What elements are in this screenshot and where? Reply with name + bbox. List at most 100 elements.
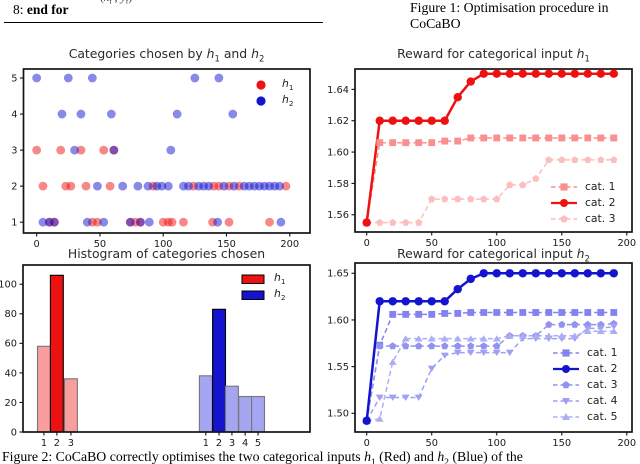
- series-cat-1-marker: [558, 134, 566, 142]
- legend-label: cat. 1: [587, 345, 618, 359]
- scatter-point: [81, 181, 91, 191]
- series-cat-1-marker: [532, 134, 540, 142]
- categories-histogram-plot-box: [22, 264, 311, 433]
- series-cat-1-marker: [415, 139, 423, 147]
- legend-label: cat. 3: [587, 377, 618, 391]
- scatter-point: [219, 181, 229, 191]
- scatter-point: [163, 181, 173, 191]
- series-cat-3-marker: [441, 342, 449, 350]
- legend-swatch-icon: [241, 290, 265, 300]
- series-cat-2-marker: [544, 269, 553, 278]
- hist-bar-h1-cat2: [49, 274, 64, 433]
- scatter-point: [144, 217, 154, 227]
- series-cat-5-marker: [466, 335, 475, 342]
- series-cat-4-marker: [479, 349, 488, 356]
- series-cat-5-marker: [453, 335, 462, 342]
- series-cat-2-marker: [440, 297, 449, 306]
- series-cat-2-marker: [375, 297, 384, 306]
- series-cat-3-marker: [389, 342, 397, 350]
- hist-bar-h2-cat5: [251, 395, 266, 433]
- series-cat-5-marker: [388, 358, 397, 365]
- scatter-point: [63, 73, 73, 83]
- hist-bar-h1-cat1: [36, 345, 51, 433]
- series-cat-1-marker: [571, 134, 579, 142]
- series-cat-1-marker: [402, 139, 410, 147]
- hist-bar-h2-cat2: [212, 308, 227, 433]
- series-cat-2-marker: [492, 269, 501, 278]
- hist-bar-h1-cat3: [63, 378, 78, 433]
- scatter-point: [99, 145, 109, 155]
- series-cat-5-marker: [570, 332, 579, 339]
- scatter-point: [93, 217, 102, 227]
- series-cat-2-marker: [518, 269, 527, 278]
- series-cat-1-marker: [493, 309, 501, 316]
- y-tick-label: 1.60: [327, 315, 349, 326]
- legend-label: cat. 5: [587, 409, 618, 423]
- series-cat-1-marker: [480, 134, 488, 142]
- y-tick-label: 1.62: [327, 116, 349, 127]
- x-tick-label: 200: [280, 239, 299, 250]
- x-tick-label: 100: [154, 239, 173, 250]
- series-cat-1-marker: [441, 137, 449, 145]
- series-cat-1-marker: [454, 137, 462, 145]
- series-cat-2-marker: [388, 116, 397, 125]
- series-cat-5-marker: [518, 332, 527, 339]
- x-tick-label: 150: [552, 238, 571, 249]
- legend-item-cat-1: cat. 1: [551, 345, 618, 361]
- series-cat-2-marker: [401, 116, 410, 125]
- legend-label: cat. 2: [587, 361, 618, 375]
- series-cat-3-marker: [454, 195, 462, 203]
- legend-item-h-1: h1: [238, 271, 286, 287]
- reward-h2-plot-box: [354, 262, 633, 433]
- series-cat-3-marker: [389, 218, 397, 226]
- scatter-point: [184, 181, 193, 191]
- y-tick-label: 1.50: [327, 409, 349, 420]
- series-cat-4-marker: [492, 349, 501, 356]
- series-cat-2-marker: [479, 69, 488, 78]
- x-tick-label: 50: [425, 438, 437, 449]
- y-tick-label: 20: [5, 398, 17, 409]
- x-tick-label: 2: [216, 438, 222, 449]
- scatter-point: [275, 181, 285, 191]
- series-cat-1-marker: [428, 310, 436, 318]
- series-cat-2-marker: [596, 269, 605, 278]
- series-cat-3-marker: [415, 342, 423, 350]
- series-cat-3-marker: [454, 342, 462, 350]
- series-cat-5-marker: [596, 327, 605, 334]
- x-tick-label: 0: [364, 438, 370, 449]
- series-cat-1-marker: [545, 134, 553, 142]
- scatter-point: [49, 217, 59, 227]
- series-cat-2-marker: [453, 284, 462, 294]
- series-cat-2-marker: [557, 69, 566, 78]
- series-cat-3-marker: [480, 342, 488, 350]
- hist-bar-h2-cat3: [224, 385, 239, 433]
- scatter-point: [38, 217, 48, 227]
- series-cat-1-marker: [389, 310, 397, 318]
- series-cat-2-marker: [518, 69, 527, 78]
- x-tick-label: 4: [242, 438, 248, 449]
- series-cat-2-marker: [609, 69, 618, 78]
- series-cat-4-marker: [375, 394, 384, 401]
- series-cat-3-marker: [402, 342, 410, 350]
- series-cat-3-marker: [428, 342, 436, 350]
- scatter-point: [133, 181, 143, 191]
- series-cat-2-marker: [479, 269, 488, 278]
- legend-swatch-icon: [256, 96, 266, 106]
- series-cat-1-marker: [519, 134, 527, 142]
- series-cat-2-marker: [505, 69, 514, 78]
- y-tick-label: 2: [11, 182, 17, 193]
- series-cat-3-marker: [376, 218, 384, 226]
- x-tick-label: 3: [229, 438, 235, 449]
- series-cat-1-marker: [558, 309, 566, 316]
- legend-label: cat. 2: [585, 195, 616, 209]
- scatter-point: [229, 181, 239, 191]
- legend-swatch-icon: [553, 349, 579, 357]
- series-cat-5-marker: [427, 335, 436, 342]
- y-tick-label: 1.58: [327, 179, 349, 190]
- legend-item-h-1: h1: [246, 77, 294, 93]
- series-cat-4-marker: [427, 365, 436, 372]
- scatter-legend: h1 h2: [246, 77, 294, 109]
- scatter-point: [32, 73, 42, 83]
- series-cat-5-marker: [544, 332, 553, 339]
- legend-label: cat. 1: [585, 179, 616, 193]
